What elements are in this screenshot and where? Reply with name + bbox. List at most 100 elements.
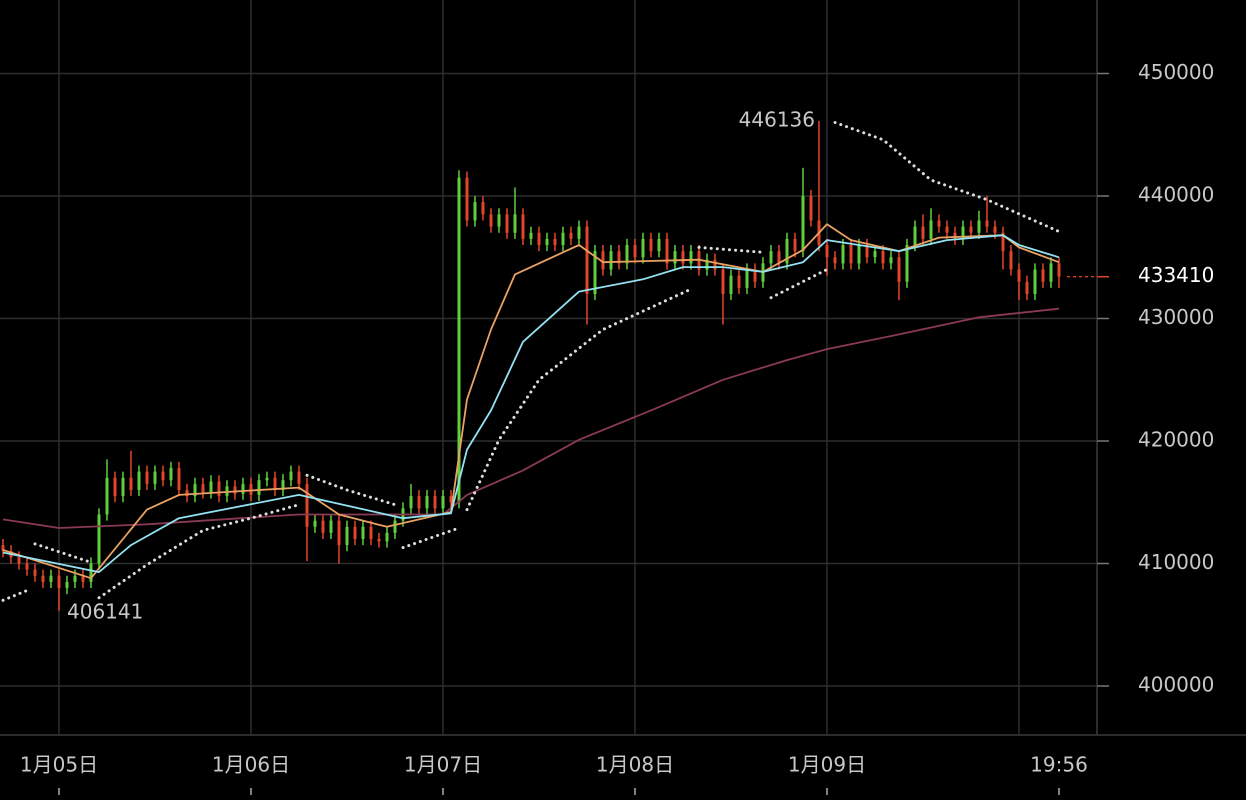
candle-body — [409, 496, 413, 509]
candle-body — [201, 483, 205, 493]
candle-body — [681, 251, 685, 264]
candle-body — [689, 251, 693, 264]
y-tick-label: 420000 — [1138, 428, 1214, 452]
candle-body — [433, 496, 437, 509]
candle-body — [849, 245, 853, 264]
candle-body — [417, 496, 421, 509]
candle-body — [457, 177, 461, 503]
candle-body — [353, 526, 357, 539]
candle-body — [489, 214, 493, 227]
candle-body — [145, 471, 149, 484]
candle-body — [609, 251, 613, 270]
candle-body — [665, 238, 669, 264]
y-tick-label: 400000 — [1138, 673, 1214, 697]
candle-body — [793, 238, 797, 252]
candle-body — [889, 257, 893, 264]
candle-body — [585, 226, 589, 294]
candle-body — [465, 177, 469, 221]
candle-body — [1009, 251, 1013, 270]
candle-body — [657, 238, 661, 252]
candle-body — [857, 245, 861, 264]
candle-body — [705, 259, 709, 270]
candle-body — [57, 575, 61, 588]
indicator-line — [2, 307, 1060, 529]
candle-body — [929, 220, 933, 239]
candle-body — [473, 202, 477, 221]
candle-body — [505, 214, 509, 233]
candle-body — [825, 245, 829, 258]
y-tick-label: 410000 — [1138, 550, 1214, 574]
candle-body — [521, 214, 525, 239]
candle-body — [833, 257, 837, 264]
y-tick-label: 450000 — [1138, 60, 1214, 84]
candle-body — [873, 251, 877, 258]
candle-body — [193, 483, 197, 497]
candle-body — [137, 471, 141, 490]
candle-body — [289, 471, 293, 481]
candle-body — [153, 471, 157, 484]
candle-body — [737, 275, 741, 288]
indicator-line — [2, 223, 1060, 580]
candle-body — [841, 245, 845, 264]
candle-body — [865, 245, 869, 258]
candle-body — [265, 477, 269, 481]
candle-body — [993, 226, 997, 233]
x-tick-label: 1月06日 — [212, 753, 290, 777]
candle-body — [233, 486, 237, 494]
y-tick-label: 430000 — [1138, 305, 1214, 329]
candle-body — [977, 220, 981, 233]
candle-body — [753, 269, 757, 282]
candle-body — [617, 251, 621, 264]
candle-body — [249, 483, 253, 495]
candle-body — [769, 251, 773, 264]
candle-body — [897, 257, 901, 282]
candle-body — [553, 238, 557, 245]
candle-body — [449, 496, 453, 503]
candle-body — [905, 245, 909, 282]
candle-body — [913, 226, 917, 245]
candle-body — [745, 269, 749, 288]
candle-body — [881, 251, 885, 264]
candle-body — [1049, 263, 1053, 282]
candle-body — [81, 575, 85, 582]
high-annotation: 446136 — [739, 107, 815, 131]
candle-body — [441, 496, 445, 509]
candle-body — [209, 481, 213, 493]
candle-body — [329, 520, 333, 533]
candle-body — [273, 477, 277, 490]
candle-body — [425, 496, 429, 509]
candle-body — [257, 480, 261, 495]
candle-body — [545, 238, 549, 245]
candle-body — [121, 477, 125, 497]
candle-body — [481, 202, 485, 215]
candle-body — [17, 557, 21, 564]
candle-body — [321, 520, 325, 533]
x-tick-label: 1月08日 — [596, 753, 674, 777]
candle-body — [713, 259, 717, 270]
candle-body — [129, 477, 133, 490]
candle-body — [281, 480, 285, 490]
candle-body — [537, 232, 541, 245]
candle-body — [569, 232, 573, 239]
candle-body — [1057, 263, 1061, 277]
candle-body — [649, 238, 653, 252]
candle-body — [305, 483, 309, 527]
candle-body — [673, 251, 677, 264]
candle-body — [1001, 232, 1005, 252]
x-tick-label: 1月09日 — [788, 753, 866, 777]
candle-body — [961, 226, 965, 239]
indicator-line — [2, 234, 1060, 573]
candle-body — [297, 471, 301, 484]
candle-body — [1041, 269, 1045, 282]
candle-body — [1033, 269, 1037, 294]
candle-body — [25, 563, 29, 570]
candle-body — [777, 251, 781, 264]
candle-body — [169, 467, 173, 481]
candle-body — [969, 226, 973, 233]
candle-body — [1017, 269, 1021, 282]
candle-body — [1025, 281, 1029, 294]
x-tick-label: 1月07日 — [404, 753, 482, 777]
candle-body — [361, 526, 365, 539]
